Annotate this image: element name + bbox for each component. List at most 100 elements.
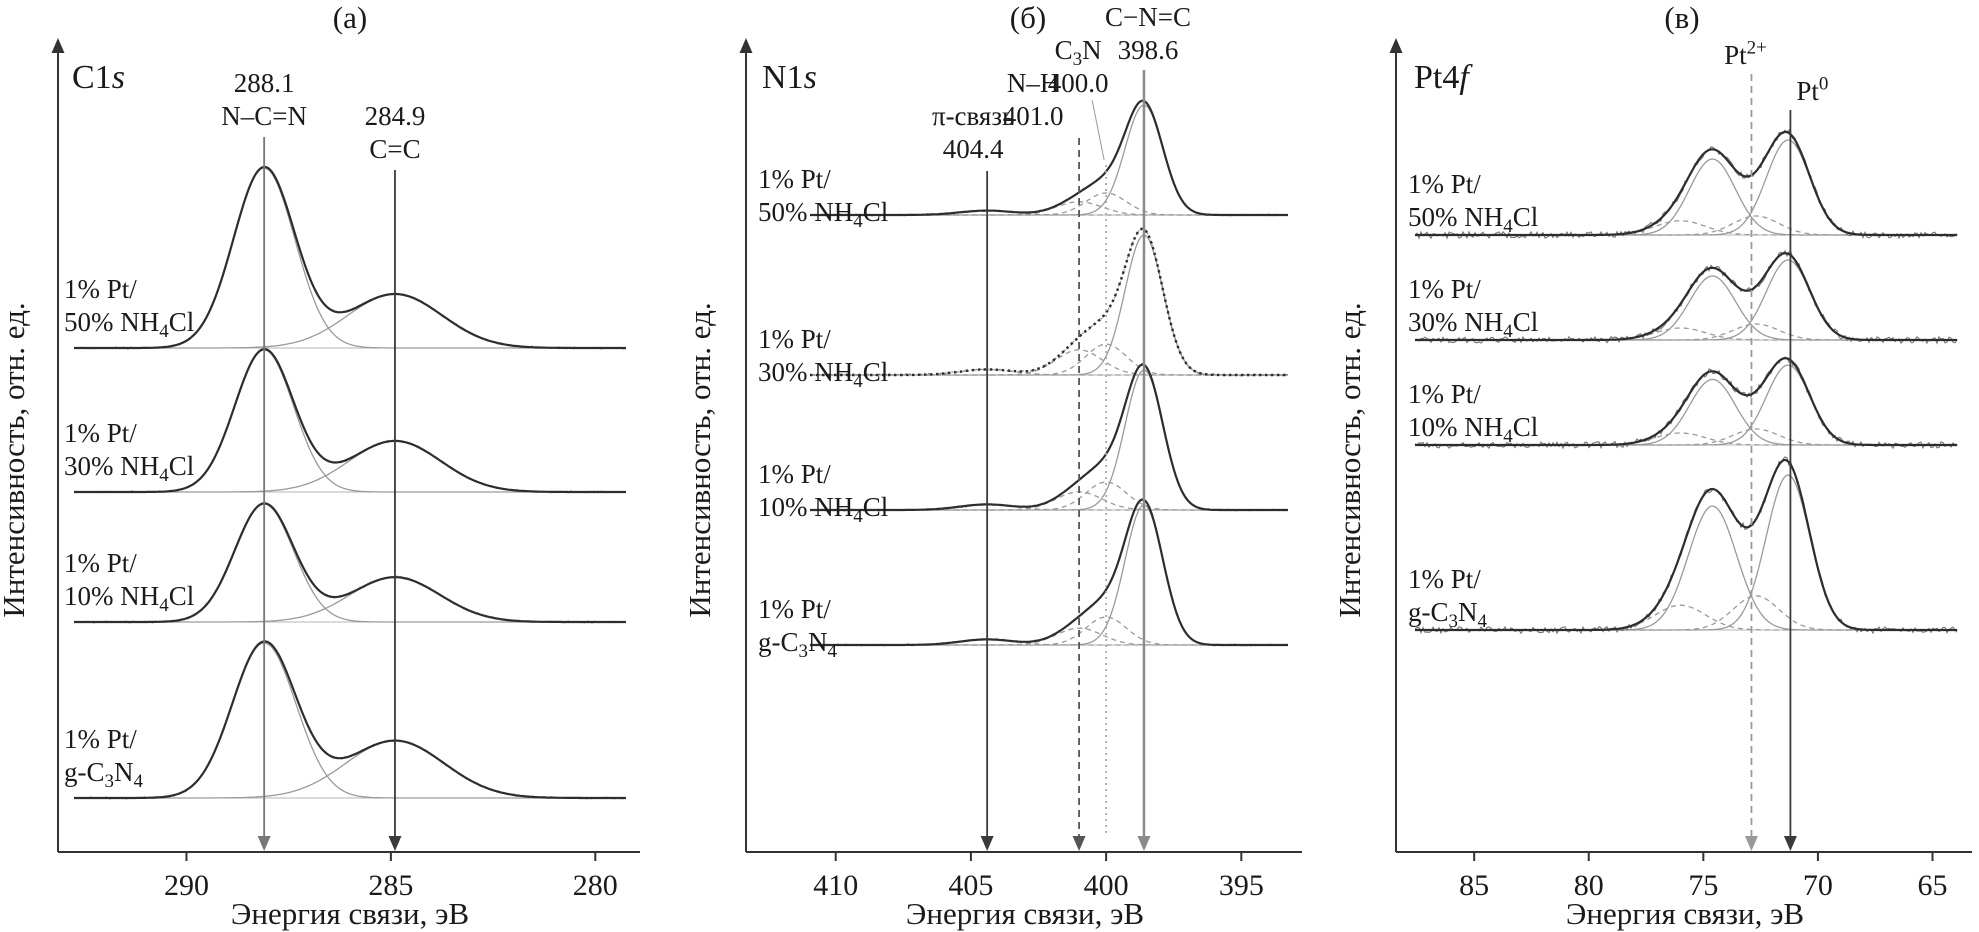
reference-label: N–H [1007, 68, 1060, 98]
sample-label: g-C3N4 [758, 627, 838, 662]
spectrum-envelope [810, 363, 1288, 512]
x-tick-label: 70 [1803, 869, 1833, 902]
panel-c-pt4f-chart: 85 80 75 70 65 Энергия связи, эВ Интенсивность… [1332, 0, 1972, 931]
spectrum-envelope [810, 498, 1288, 647]
spectrum-envelope [74, 347, 626, 494]
reference-label: 398.6 [1118, 35, 1179, 65]
component-peak [1415, 595, 1957, 631]
core-level-label: N1s [762, 59, 817, 96]
component-peak [74, 642, 626, 799]
x-tick-label: 85 [1459, 869, 1489, 902]
x-tick-label: 400 [1084, 869, 1129, 902]
sample-label: g-C3N4 [64, 757, 144, 792]
sample-label: 30% NH4Cl [758, 357, 888, 392]
x-axis-label: Энергия связи, эВ [906, 896, 1144, 931]
x-tick-label: 395 [1219, 869, 1264, 902]
sample-label: 1% Pt/ [758, 459, 831, 489]
sample-label: 50% NH4Cl [758, 197, 888, 232]
reference-line-arrow [1744, 836, 1758, 851]
reference-label: 401.0 [1003, 101, 1064, 131]
spectrum-envelope [74, 502, 626, 624]
y-axis-arrow [51, 38, 65, 53]
x-tick-label: 80 [1574, 869, 1604, 902]
spectrum-envelope [1415, 458, 1957, 632]
sample-label: 1% Pt/ [64, 724, 137, 754]
panel-title: (б) [1010, 0, 1046, 35]
sample-label: 30% NH4Cl [1408, 307, 1538, 342]
sample-label: 1% Pt/ [64, 548, 137, 578]
y-axis-arrow [739, 38, 753, 53]
leader-line [1091, 99, 1105, 161]
sample-label: 50% NH4Cl [1408, 202, 1538, 237]
component-peak [810, 234, 1288, 376]
component-peak [810, 369, 1288, 511]
y-axis-label: Интенсивность, отн. ед. [0, 302, 31, 617]
reference-label: 284.9 [365, 101, 426, 131]
x-tick-label: 280 [573, 869, 618, 902]
sample-label: 1% Pt/ [758, 324, 831, 354]
y-axis-arrow [1389, 38, 1403, 53]
component-peak [810, 504, 1288, 646]
reference-line-arrow [1137, 836, 1151, 851]
sample-label: 1% Pt/ [1408, 564, 1481, 594]
panel-title: (в) [1664, 0, 1699, 35]
sample-label: 1% Pt/ [64, 274, 137, 304]
reference-label: 288.1 [234, 68, 295, 98]
sample-label: 1% Pt/ [758, 164, 831, 194]
y-axis-label: Интенсивность, отн. ед. [682, 302, 717, 617]
raw-data-trace [1414, 456, 1958, 635]
x-tick-label: 405 [948, 869, 993, 902]
reference-line-arrow [980, 836, 994, 851]
reference-label: C=C [369, 134, 420, 164]
panel-a-c1s-chart: 290 285 280 Энергия связи, эВ Интенсивность,… [0, 0, 640, 931]
x-axis-label: Энергия связи, эВ [231, 896, 469, 931]
sample-label: 1% Pt/ [758, 594, 831, 624]
reference-label: 404.4 [943, 134, 1004, 164]
x-axis-label: Энергия связи, эВ [1566, 896, 1804, 931]
y-axis-label: Интенсивность, отн. ед. [1332, 302, 1367, 617]
reference-line-arrow [388, 836, 402, 851]
spectrum-envelope [1415, 130, 1957, 237]
spectrum-envelope [810, 99, 1288, 217]
sample-label: 10% NH4Cl [64, 581, 194, 616]
sample-label: 1% Pt/ [64, 418, 137, 448]
reference-label: Pt2+ [1724, 38, 1767, 70]
component-peak [1415, 505, 1957, 631]
x-tick-label: 285 [368, 869, 413, 902]
spectrum-envelope [810, 227, 1288, 377]
raw-data-trace [809, 227, 1289, 377]
spectrum-envelope [1415, 252, 1957, 342]
sample-label: 30% NH4Cl [64, 451, 194, 486]
panel-b-n1s-chart: 410 405 400 395 Энергия связи, эВ Интенсивнос… [682, 0, 1302, 931]
component-peak [810, 368, 1288, 376]
reference-label: Pt0 [1796, 74, 1828, 106]
component-peak [810, 616, 1288, 646]
reference-label: 400.0 [1048, 68, 1109, 98]
sample-label: 10% NH4Cl [1408, 412, 1538, 447]
panel-title: (а) [333, 0, 367, 35]
component-peak [1415, 474, 1957, 631]
component-peak [74, 740, 626, 799]
core-level-label: C1s [72, 59, 125, 96]
sample-label: g-C3N4 [1408, 597, 1488, 632]
reference-label: C3N [1055, 35, 1102, 70]
raw-data-trace [73, 640, 627, 800]
spectrum-envelope [74, 165, 626, 350]
core-level-label: Pt4f [1414, 59, 1473, 96]
component-peak [1415, 604, 1957, 631]
sample-label: 10% NH4Cl [758, 492, 888, 527]
spectrum-envelope [1415, 357, 1957, 447]
reference-line-arrow [1783, 836, 1797, 851]
reference-line-arrow [257, 836, 271, 851]
sample-label: 1% Pt/ [1408, 274, 1481, 304]
reference-label: C−N=C [1105, 2, 1191, 32]
sample-label: 50% NH4Cl [64, 307, 194, 342]
reference-line-arrow [1072, 836, 1086, 851]
reference-label: π-связь [932, 101, 1014, 131]
x-tick-label: 65 [1918, 869, 1948, 902]
spectrum-envelope [74, 640, 626, 800]
x-tick-label: 290 [164, 869, 209, 902]
reference-label: N–C=N [221, 101, 307, 131]
x-tick-label: 410 [813, 869, 858, 902]
